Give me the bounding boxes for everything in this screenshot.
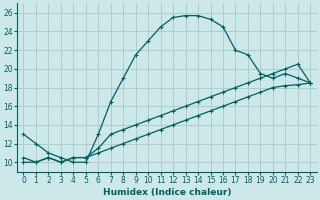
X-axis label: Humidex (Indice chaleur): Humidex (Indice chaleur) [103, 188, 231, 197]
